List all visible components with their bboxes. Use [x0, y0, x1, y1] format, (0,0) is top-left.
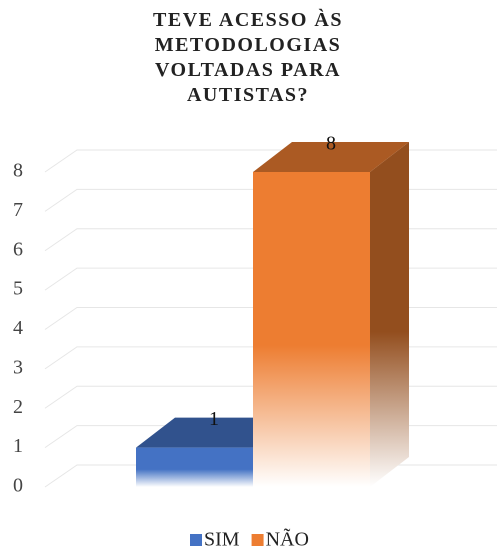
legend-label: SIM [204, 529, 240, 551]
data-label: 8 [326, 133, 336, 155]
y-tick-label: 1 [13, 435, 23, 457]
y-tick-label: 3 [13, 356, 23, 378]
legend-label: NÃO [266, 527, 309, 551]
y-tick-label: 6 [13, 238, 23, 260]
y-tick-label: 5 [13, 278, 23, 300]
chart-title: TEVE ACESSO ÀS METODOLOGIAS VOLTADAS PAR… [153, 9, 343, 106]
y-tick-label: 7 [13, 199, 23, 221]
bar-top [253, 142, 409, 172]
legend-swatch [190, 534, 202, 546]
y-tick-label: 4 [13, 317, 23, 339]
y-tick-label: 8 [13, 160, 23, 182]
legend-swatch [251, 534, 264, 546]
data-label: 1 [209, 408, 219, 430]
bar [253, 172, 370, 487]
bar [136, 447, 253, 487]
y-tick-label: 0 [13, 475, 23, 497]
bar-side [370, 142, 409, 487]
y-tick-label: 2 [13, 396, 23, 418]
